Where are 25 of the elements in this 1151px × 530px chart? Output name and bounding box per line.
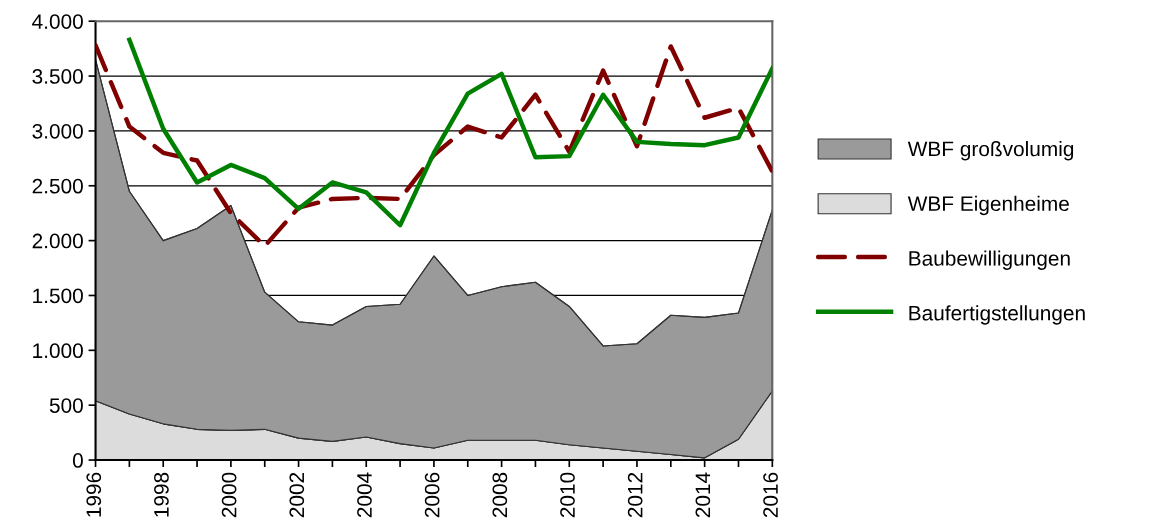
legend-label: Baubewilligungen [909,250,1070,270]
y-tick-label: 0 [72,453,83,468]
y-tick-label: 1.000 [33,343,83,359]
x-tick-label: 2012 [627,472,643,518]
y-tick-label: 2.500 [32,178,83,194]
x-tick-label: 2008 [492,472,508,518]
x-tick-label: 2004 [357,472,372,518]
line-series [127,37,773,228]
legend-label: WBF Eigenheime [907,195,1069,216]
y-tick-label: 2.000 [32,233,83,249]
legend-label: Baufertigstellungen [909,305,1085,325]
x-tick-label: 2006 [424,472,440,518]
x-tick-label: 2010 [560,472,575,518]
legend-label: WBF großvolumig [907,141,1074,161]
y-tick-label: 500 [49,398,83,413]
x-tick-label: 2000 [221,472,237,518]
y-tick-label: 3.000 [32,123,83,139]
y-tick-label: 3.500 [32,69,83,84]
x-tick-label: 2016 [763,472,778,518]
x-tick-label: 1996 [86,472,102,517]
x-tick-label: 2002 [289,472,305,518]
x-tick-label: 2014 [695,472,711,518]
x-tick-label: 1998 [154,472,169,517]
y-tick-label: 4.000 [32,14,83,29]
y-tick-label: 1.500 [33,288,83,304]
